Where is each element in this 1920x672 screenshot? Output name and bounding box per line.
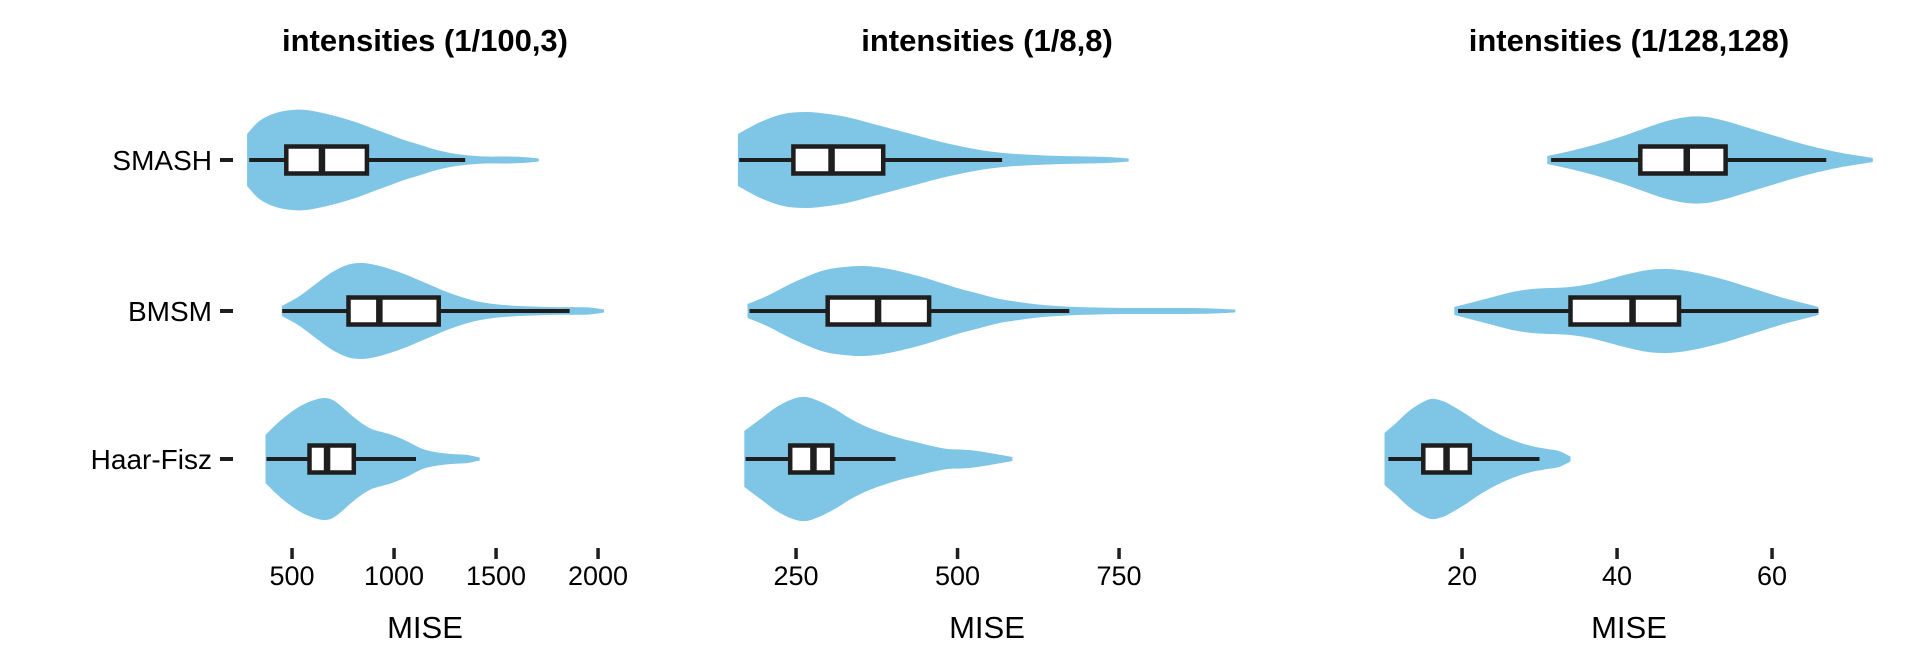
x-tick <box>494 548 498 559</box>
x-axis-title: MISE <box>387 610 463 645</box>
x-tick-label: 500 <box>269 561 314 591</box>
median-haar-fisz <box>1443 445 1450 473</box>
median-haar-fisz <box>810 445 817 473</box>
median-smash <box>828 146 835 174</box>
median-bmsm <box>376 297 383 325</box>
x-tick-label: 1500 <box>466 561 526 591</box>
x-tick <box>794 548 798 559</box>
median-bmsm <box>874 297 882 325</box>
y-tick-bmsm <box>220 309 233 313</box>
panel-intensities-1-128-128: intensities (1/128,128) 20 40 60 MISE <box>1384 23 1873 645</box>
box-bmsm <box>346 295 441 327</box>
panel-marks: 20 40 60 <box>1384 116 1873 591</box>
x-tick-label: 60 <box>1757 561 1787 591</box>
panel-marks: 500 1000 1500 2000 <box>247 109 628 591</box>
y-tick-smash <box>220 158 233 162</box>
x-tick-label: 1000 <box>364 561 424 591</box>
median-smash <box>1683 146 1690 174</box>
box-smash <box>1638 144 1728 176</box>
box-haar-fisz <box>307 443 357 475</box>
panel-intensities-1-8-8: intensities (1/8,8) 250 500 750 MISE <box>737 23 1236 645</box>
x-tick-label: 40 <box>1602 561 1632 591</box>
x-tick <box>1770 548 1774 559</box>
y-axis-label-smash: SMASH <box>112 145 212 176</box>
median-smash <box>318 146 326 174</box>
y-axis-label-haar-fisz: Haar-Fisz <box>91 444 212 475</box>
x-tick-label: 750 <box>1096 561 1141 591</box>
box-bmsm <box>1568 295 1682 327</box>
panel-title: intensities (1/100,3) <box>282 23 568 58</box>
x-tick-label: 500 <box>935 561 980 591</box>
panel-title: intensities (1/8,8) <box>861 23 1113 58</box>
x-tick <box>290 548 294 559</box>
x-tick <box>1117 548 1121 559</box>
median-haar-fisz <box>323 445 331 473</box>
x-tick-label: 250 <box>773 561 818 591</box>
x-tick-label: 2000 <box>568 561 628 591</box>
x-axis-title: MISE <box>1591 610 1667 645</box>
y-tick-haar-fisz <box>220 457 233 461</box>
box-smash <box>284 144 370 176</box>
panel-marks: 250 500 750 <box>737 112 1236 591</box>
panel-intensities-1-100-3: intensities (1/100,3) 500 1000 1500 2000 MI… <box>247 23 628 645</box>
x-axis-title: MISE <box>949 610 1025 645</box>
y-axis: SMASH BMSM Haar-Fisz <box>91 145 233 475</box>
median-bmsm <box>1629 297 1636 325</box>
x-tick-label: 20 <box>1447 561 1477 591</box>
x-tick <box>1460 548 1464 559</box>
box-smash <box>791 144 886 176</box>
x-tick <box>392 548 396 559</box>
x-tick <box>1615 548 1619 559</box>
panel-title: intensities (1/128,128) <box>1469 23 1790 58</box>
y-axis-label-bmsm: BMSM <box>128 296 212 327</box>
x-tick <box>596 548 600 559</box>
x-tick <box>955 548 960 559</box>
